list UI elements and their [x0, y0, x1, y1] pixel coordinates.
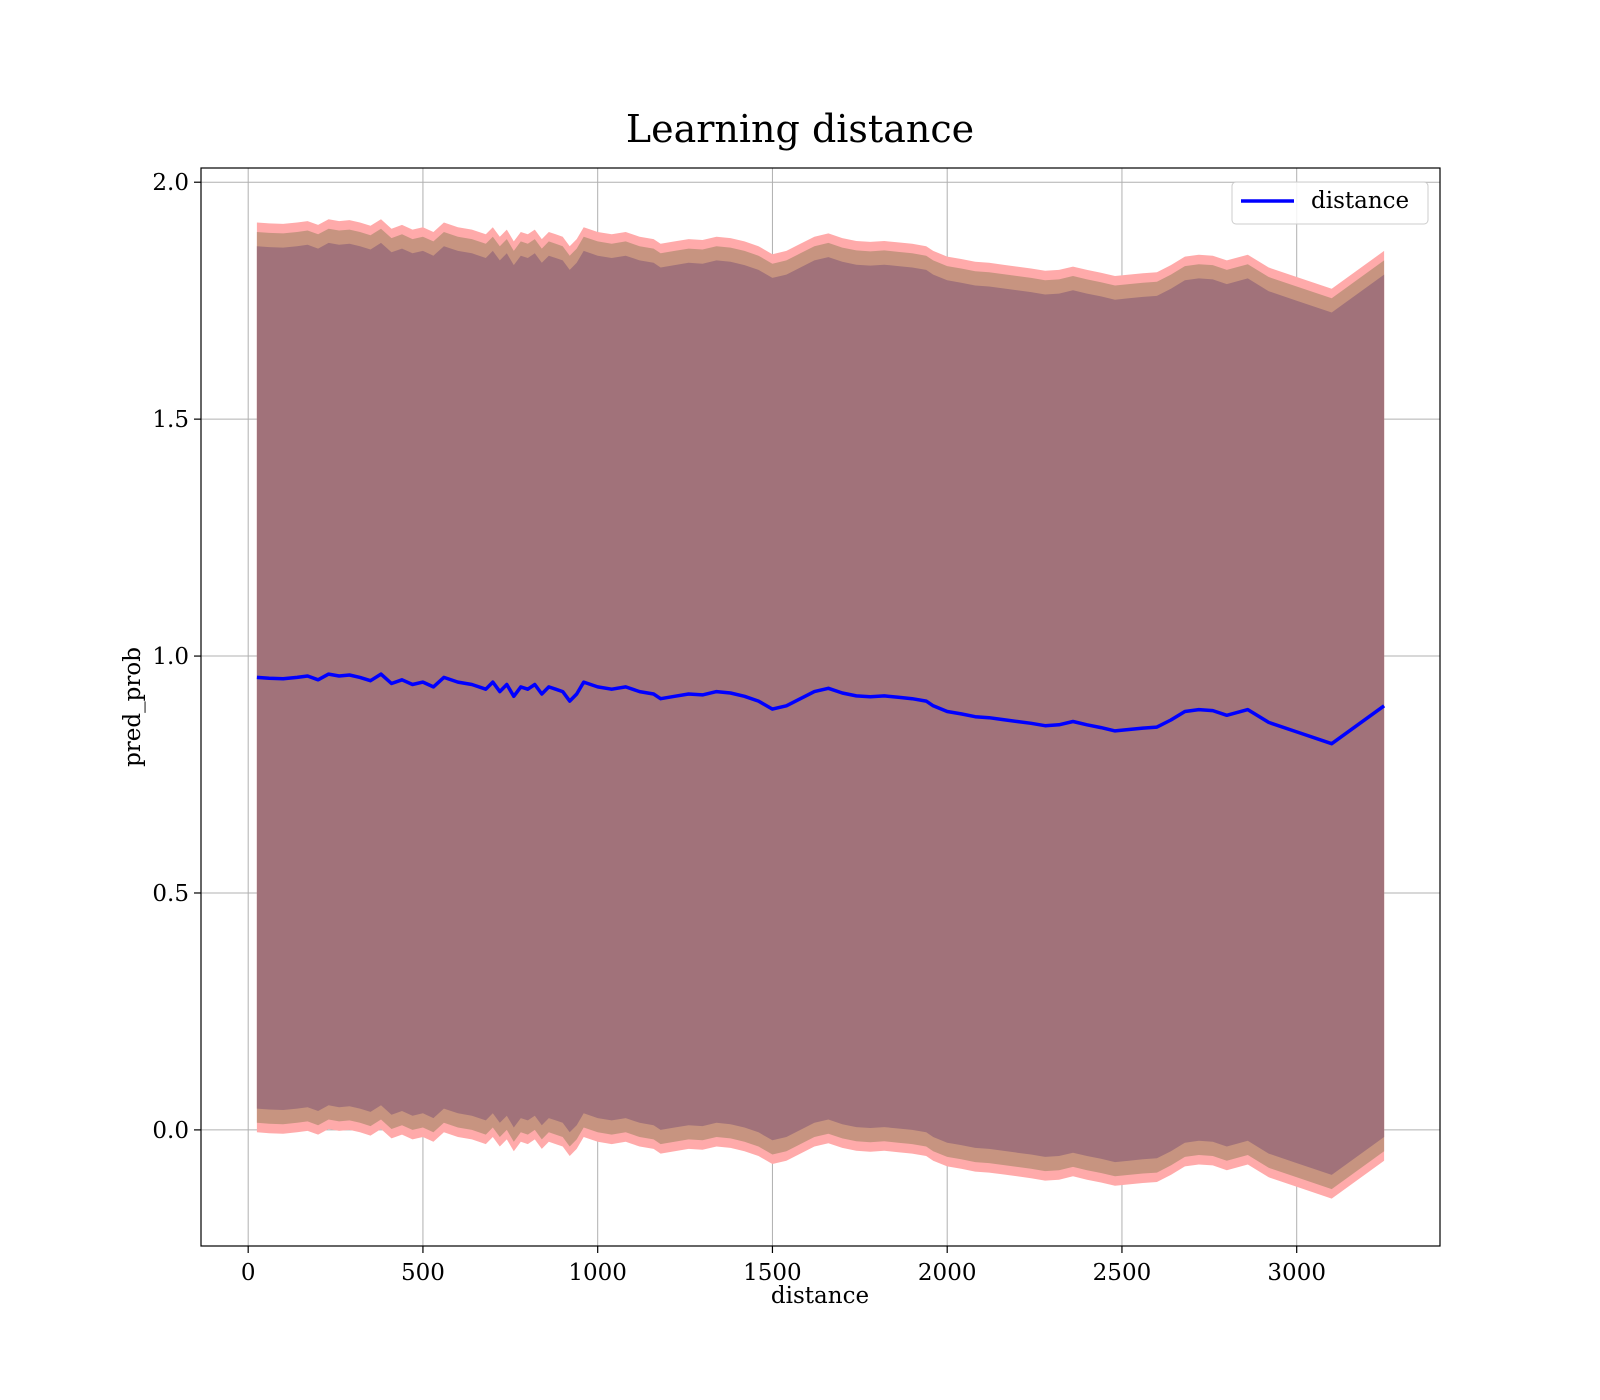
x-tick-label: 2000: [918, 1260, 977, 1286]
tick-layer: 0 500 1000 1500 2000 2500 3000 0.0 0.5 1.0 1.5 2.0: [152, 170, 1326, 1286]
y-tick-label: 1.0: [152, 644, 189, 670]
x-tick-label: 1500: [743, 1260, 802, 1286]
plot-frame: [200, 167, 1441, 1247]
x-tick-label: 500: [401, 1260, 445, 1286]
y-tick-label: 0.0: [152, 1118, 189, 1144]
legend-box: [1231, 181, 1429, 225]
band-layer: [256, 219, 1385, 1199]
legend: distance: [1231, 181, 1429, 225]
inner-band: [256, 242, 1385, 1175]
x-tick-label: 1000: [568, 1260, 627, 1286]
y-tick-label: 0.5: [152, 881, 189, 907]
chart-title: Learning distance: [626, 107, 974, 151]
series-line-distance: [256, 672, 1386, 746]
y-tick-label: 2.0: [152, 170, 189, 196]
line-layer: [256, 672, 1386, 746]
y-tick-label: 1.5: [152, 407, 189, 433]
legend-label-distance: distance: [1311, 188, 1409, 214]
x-tick-label: 0: [241, 1260, 256, 1286]
x-axis-label: distance: [771, 1283, 869, 1309]
x-tick-label: 3000: [1267, 1260, 1326, 1286]
y-axis-label: pred_prob: [120, 647, 146, 767]
x-tick-label: 2500: [1093, 1260, 1152, 1286]
